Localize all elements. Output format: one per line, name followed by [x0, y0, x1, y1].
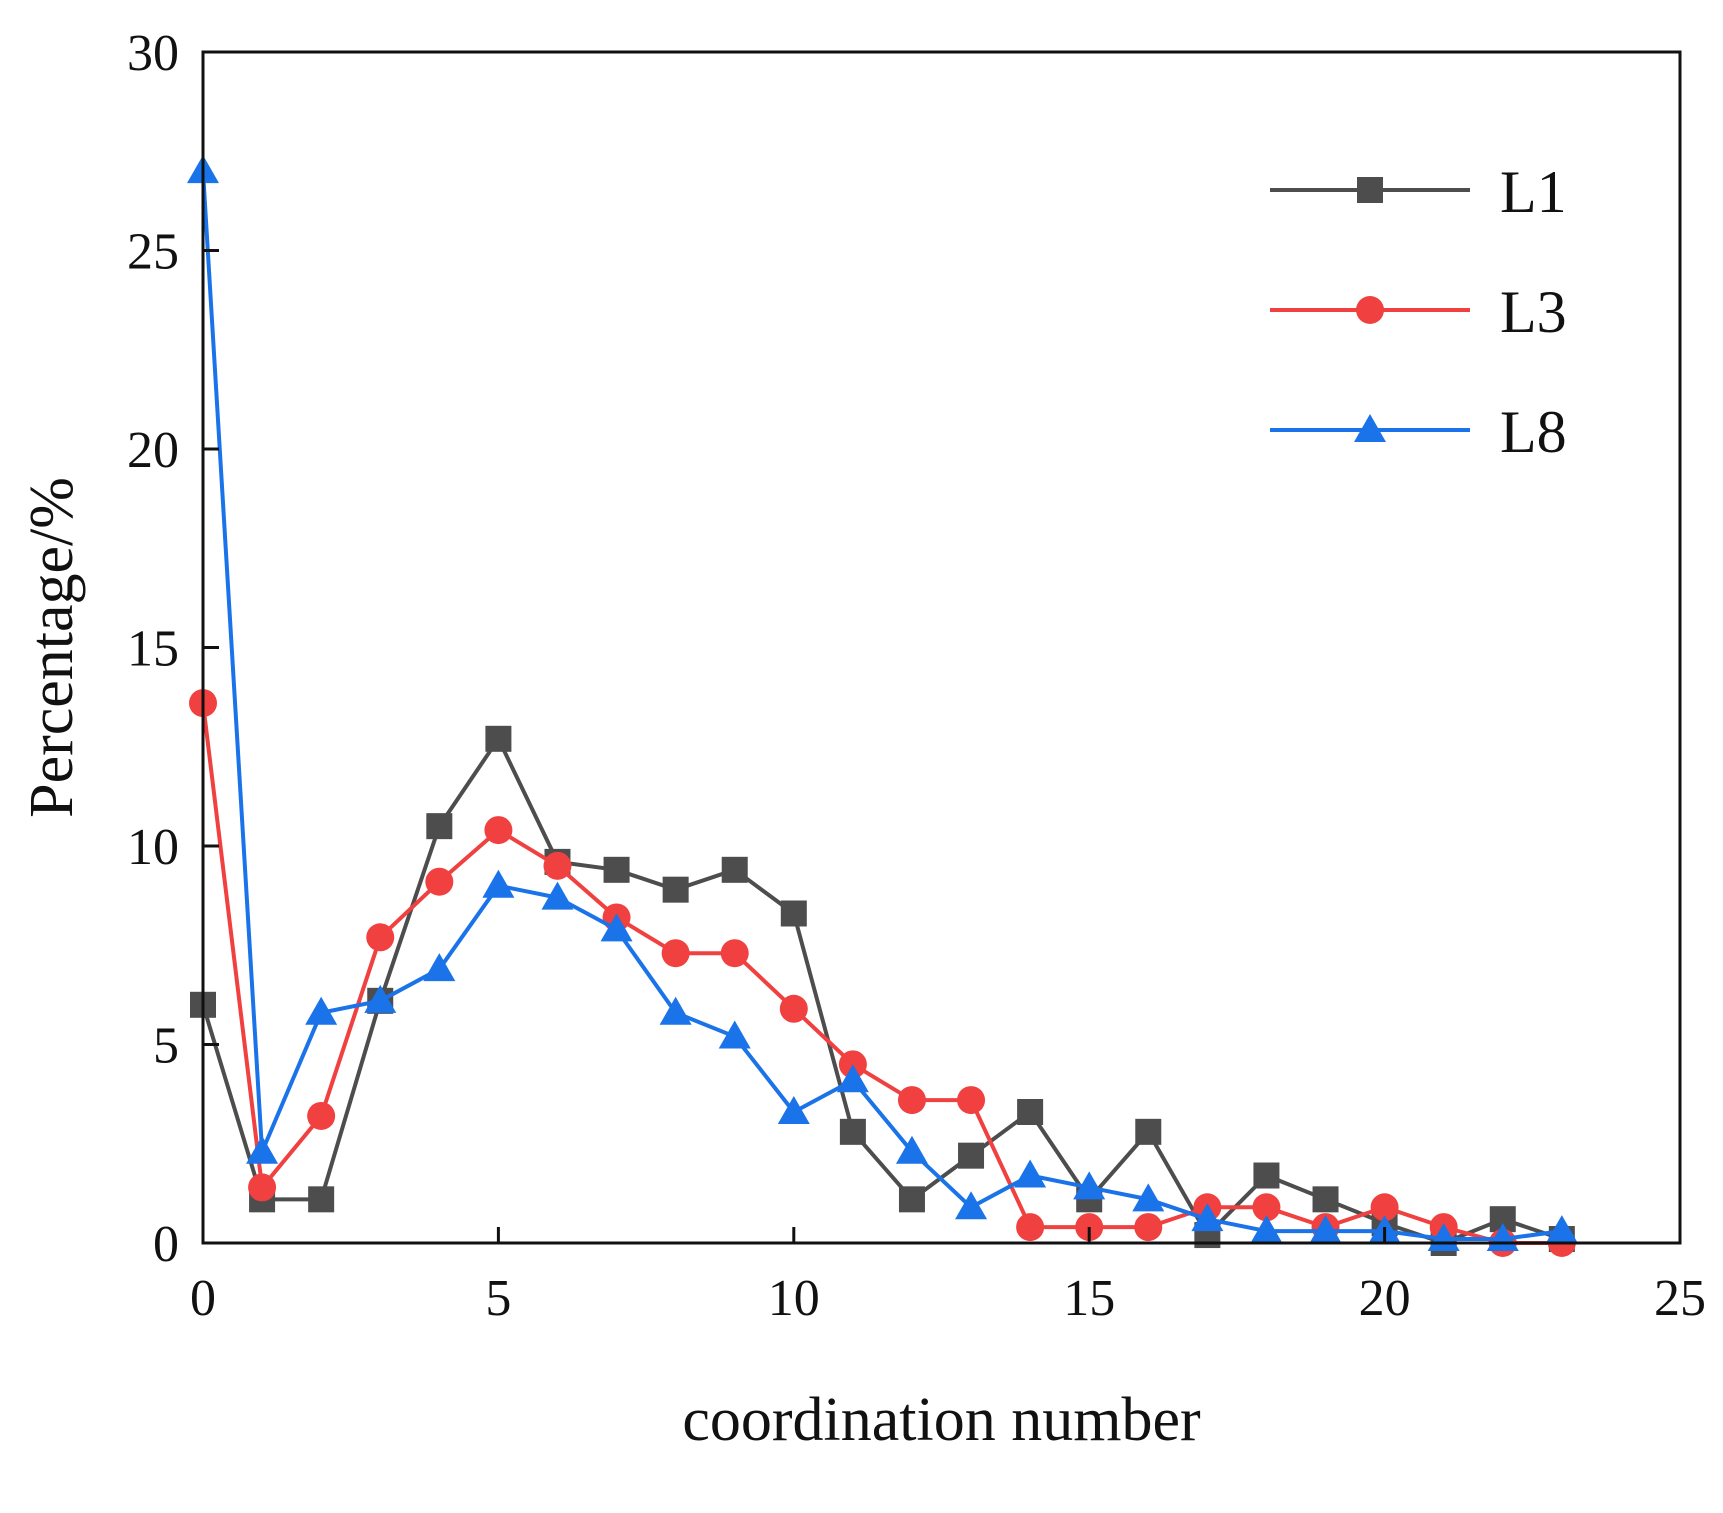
- data-point-l3: [484, 816, 513, 845]
- tick-layer: 0 5 10 15 20 25 0 5 10 15 20 25 30: [127, 25, 1706, 1327]
- x-tick-label: 20: [1359, 1270, 1411, 1327]
- data-point-l3: [1370, 1193, 1399, 1222]
- data-point-l8: [836, 1064, 869, 1093]
- data-point-l3: [425, 867, 454, 896]
- y-tick-label: 25: [127, 224, 179, 281]
- data-point-l8: [246, 1135, 279, 1164]
- legend-label: L1: [1500, 159, 1567, 225]
- data-point-l1: [839, 1118, 866, 1145]
- data-point-l8: [1545, 1215, 1578, 1244]
- data-point-l3: [1134, 1213, 1163, 1242]
- y-tick-label: 0: [153, 1216, 179, 1273]
- data-point-l8: [423, 953, 456, 982]
- data-point-l1: [1135, 1118, 1162, 1145]
- data-point-l3: [661, 939, 690, 968]
- data-point-l8: [659, 996, 692, 1025]
- data-point-l3: [1252, 1193, 1281, 1222]
- data-point-l3: [779, 994, 808, 1023]
- x-tick-label: 25: [1654, 1270, 1706, 1327]
- legend-label: L3: [1500, 279, 1567, 345]
- legend-item-l8: L8: [1270, 399, 1567, 465]
- data-point-l3: [1016, 1213, 1045, 1242]
- data-point-l1: [721, 856, 748, 883]
- data-point-l1: [1253, 1162, 1280, 1189]
- data-point-l8: [1073, 1171, 1106, 1200]
- legend-marker: [1357, 177, 1383, 203]
- data-point-l3: [957, 1086, 986, 1115]
- x-tick-label: 10: [768, 1270, 820, 1327]
- x-tick-label: 5: [485, 1270, 511, 1327]
- data-point-l8: [1309, 1215, 1342, 1244]
- data-point-l8: [1250, 1215, 1283, 1244]
- data-point-l8: [482, 869, 515, 898]
- data-point-l8: [1132, 1183, 1165, 1212]
- data-point-l8: [305, 996, 338, 1025]
- x-tick-label: 0: [190, 1270, 216, 1327]
- data-point-l8: [1191, 1203, 1224, 1232]
- data-point-l1: [426, 813, 453, 840]
- data-point-l8: [955, 1191, 988, 1220]
- data-point-l8: [541, 881, 574, 910]
- data-point-l8: [777, 1095, 810, 1124]
- y-tick-label: 30: [127, 25, 179, 82]
- data-point-l3: [543, 851, 572, 880]
- data-point-l8: [1014, 1159, 1047, 1188]
- data-point-l1: [1017, 1098, 1044, 1125]
- data-point-l3: [248, 1173, 277, 1202]
- data-point-l1: [1312, 1186, 1339, 1213]
- y-tick-label: 15: [127, 621, 179, 678]
- data-point-l1: [662, 876, 689, 903]
- x-tick-label: 15: [1063, 1270, 1115, 1327]
- data-point-l8: [364, 984, 397, 1013]
- y-tick-label: 10: [127, 819, 179, 876]
- y-axis-title: Percentage/%: [18, 477, 86, 818]
- legend: L1 L3 L8: [1270, 159, 1567, 465]
- data-point-l3: [307, 1101, 336, 1130]
- data-point-l3: [897, 1086, 926, 1115]
- legend-label: L8: [1500, 399, 1567, 465]
- legend-item-l3: L3: [1270, 279, 1567, 345]
- data-point-l1: [485, 725, 512, 752]
- data-point-l3: [366, 923, 395, 952]
- data-point-l8: [600, 913, 633, 942]
- series-line-l1: [201, 736, 1563, 1245]
- data-point-l8: [895, 1135, 928, 1164]
- series-l3: [189, 689, 1576, 1257]
- legend-marker: [1356, 296, 1384, 324]
- data-point-l3: [720, 939, 749, 968]
- y-tick-label: 20: [127, 422, 179, 479]
- data-point-l1: [898, 1186, 925, 1213]
- legend-item-l1: L1: [1270, 159, 1567, 225]
- data-point-l1: [958, 1142, 985, 1169]
- legend-marker: [1354, 414, 1386, 442]
- data-point-l1: [308, 1186, 335, 1213]
- data-point-l8: [718, 1020, 751, 1049]
- y-tick-label: 5: [153, 1018, 179, 1075]
- x-axis-title: coordination number: [682, 1386, 1201, 1454]
- series-line-l3: [201, 702, 1562, 1245]
- plot-frame: [201, 50, 1682, 1245]
- data-point-l1: [780, 900, 807, 927]
- data-point-l1: [603, 856, 630, 883]
- series-line-l8: [201, 170, 1563, 1242]
